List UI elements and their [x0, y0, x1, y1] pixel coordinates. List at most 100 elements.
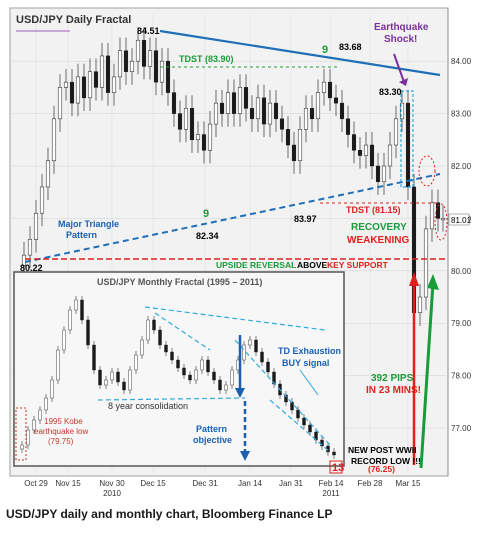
label-83-68: 83.68 — [339, 42, 362, 52]
candle-body — [123, 50, 129, 72]
candle-body — [423, 228, 429, 298]
candle-body — [99, 55, 105, 88]
candle-body — [267, 102, 273, 125]
monthly-candle-body — [68, 309, 72, 331]
candle-body — [273, 102, 279, 120]
label-83-30: 83.30 — [379, 87, 402, 97]
monthly-candle-body — [194, 369, 198, 381]
x-tick-label: Nov 30 — [99, 479, 125, 488]
green-recovery-arrow — [419, 282, 435, 469]
label-82-34: 82.34 — [196, 231, 219, 241]
candle-body — [177, 113, 183, 130]
candle-body — [231, 92, 237, 114]
monthly-candle-body — [92, 344, 96, 371]
monthly-candle-body — [188, 374, 192, 381]
y-tick-label: 83.00 — [451, 110, 472, 119]
candle-body — [81, 76, 87, 99]
candle-body — [381, 165, 387, 182]
candle-body — [363, 144, 369, 156]
monthly-candle-body — [110, 371, 114, 381]
y-tick-label: 79.00 — [451, 319, 472, 328]
x-tick-label: 2011 — [322, 489, 340, 498]
x-tick-label: Dec 31 — [192, 479, 218, 488]
quake-label-2: Shock! — [384, 34, 417, 45]
candle-body — [249, 108, 255, 120]
green-arrow-head — [427, 274, 439, 290]
candle-body — [213, 102, 219, 125]
candle-body — [117, 50, 123, 78]
monthly-candle-body — [146, 319, 150, 341]
monthly-candle-body — [308, 424, 312, 433]
monthly-candles — [20, 296, 336, 459]
td-count-9-low: 9 — [203, 208, 209, 220]
candle-body — [183, 108, 189, 130]
monthly-candle-body — [290, 401, 294, 411]
monthly-candle-body — [26, 429, 30, 446]
new-low-label-1: NEW POST WWII — [348, 445, 416, 455]
pattern-label-1: Pattern — [196, 424, 227, 434]
y-tick-label: 82.00 — [451, 162, 472, 171]
candle-body — [357, 150, 363, 156]
x-tick-label: Feb 28 — [358, 479, 383, 488]
kobe-label-1: 1995 Kobe — [44, 417, 83, 426]
monthly-candle-body — [212, 371, 216, 381]
tdst-high-label: TDST (83.90) — [179, 54, 234, 64]
kobe-box — [15, 407, 27, 461]
candle-body — [405, 102, 411, 188]
wedge-bottom-line — [269, 399, 331, 453]
candle-body — [51, 118, 57, 162]
monthly-title: USD/JPY Monthly Fractal (1995 – 2011) — [97, 277, 262, 287]
candle-body — [303, 108, 309, 130]
candle-body — [189, 108, 195, 141]
candle-body — [207, 123, 213, 151]
td-signal-label-2: BUY signal — [282, 358, 329, 368]
triangle-label-1: Major Triangle — [58, 219, 119, 229]
y-tick-label: 77.00 — [451, 424, 472, 433]
reversal-label-b: ABOVE — [297, 260, 328, 270]
monthly-candle-body — [140, 339, 144, 356]
x-tick-label: Nov 15 — [55, 479, 81, 488]
candle-body — [261, 97, 267, 125]
candle-body — [279, 118, 285, 130]
td-count-13: 13 — [332, 462, 344, 474]
red-arrow-head — [409, 272, 419, 286]
current-price-tag — [448, 213, 470, 226]
kobe-label-2: earthquake low — [34, 427, 88, 436]
monthly-candle-body — [32, 419, 36, 431]
candle-body — [339, 102, 345, 120]
monthly-candle-body — [164, 344, 168, 353]
reversal-label-a: UPSIDE REVERSAL — [216, 260, 296, 270]
monthly-candle-body — [170, 351, 174, 361]
monthly-candle-body — [254, 339, 258, 353]
new-low-value: (76.25) — [368, 464, 395, 474]
monthly-candle-body — [152, 319, 156, 331]
candle-body — [285, 129, 291, 146]
candle-body — [255, 97, 261, 120]
monthly-candle-body — [260, 351, 264, 363]
candle-body — [333, 97, 339, 104]
triangle-lower-line — [24, 173, 441, 263]
label-84-51: 84.51 — [137, 26, 160, 36]
pattern-arrow-head-1 — [235, 388, 245, 398]
candle-body — [63, 81, 69, 88]
monthly-candle-body — [50, 379, 54, 399]
candle-body — [393, 118, 399, 146]
monthly-candle-body — [56, 349, 60, 381]
candle-body — [291, 144, 297, 162]
monthly-candle-body — [302, 417, 306, 426]
monthly-candle-body — [176, 359, 180, 369]
consolidation-line — [97, 397, 246, 401]
td-signal-label-1: TD Exhaustion — [278, 346, 341, 356]
candle-body — [201, 134, 207, 151]
candle-body — [219, 102, 225, 114]
triangle-upper-line — [159, 29, 441, 77]
monthly-candle-body — [86, 319, 90, 346]
monthly-candle-body — [38, 409, 42, 421]
wedge-upper-line — [144, 306, 326, 331]
candle-body — [165, 60, 171, 93]
candle-body — [345, 118, 351, 135]
candle-body — [321, 81, 327, 93]
monthly-candle-body — [248, 339, 252, 346]
monthly-candle-body — [224, 384, 228, 391]
